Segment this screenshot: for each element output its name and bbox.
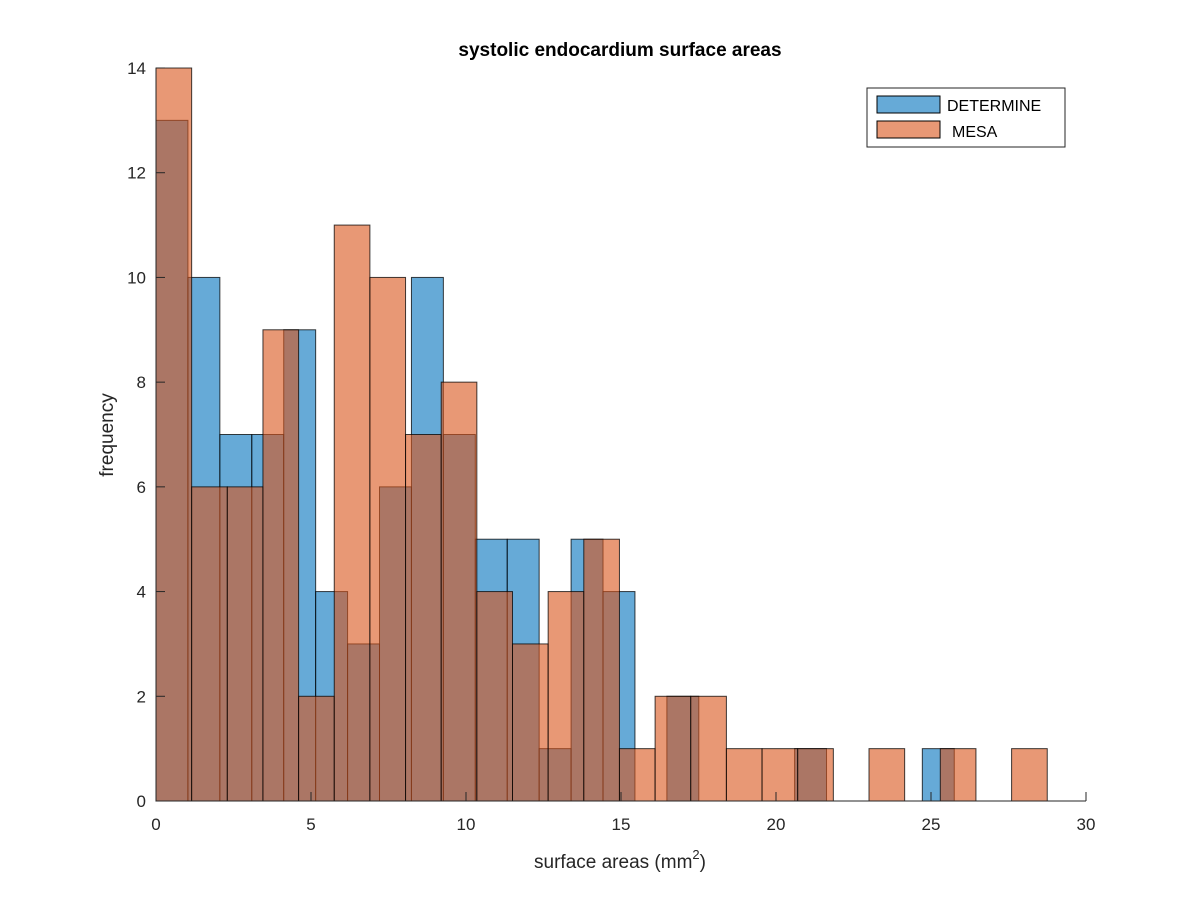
- y-tick-label-6: 12: [127, 164, 146, 183]
- x-axis-label-main: surface areas (mm: [534, 852, 692, 873]
- y-axis-label: frequency: [97, 393, 118, 477]
- y-tick-label-1: 2: [137, 687, 146, 706]
- bar-mesa-10: [512, 643, 549, 802]
- bar-mesa-4: [298, 695, 335, 802]
- bar-mesa-16: [725, 748, 763, 802]
- chart-title: systolic endocardium surface areas: [458, 40, 781, 61]
- x-tick-label-2: 10: [457, 815, 476, 834]
- bar-mesa-22: [939, 748, 977, 802]
- bars-layer: [155, 67, 1048, 802]
- bar-mesa-18: [797, 748, 834, 802]
- bar-mesa-17: [761, 748, 799, 802]
- x-tick-label-4: 20: [767, 815, 786, 834]
- bar-mesa-24: [1011, 748, 1048, 802]
- x-axis-label: surface areas (mm2): [534, 847, 706, 873]
- bar-mesa-5: [333, 224, 371, 802]
- bar-mesa-11: [547, 591, 585, 802]
- bar-mesa-8: [440, 381, 478, 802]
- x-tick-label-3: 15: [612, 815, 631, 834]
- bar-mesa-9: [476, 591, 514, 802]
- bar-mesa-2: [226, 486, 264, 802]
- legend-label-mesa: MESA: [952, 124, 998, 141]
- y-tick-label-4: 8: [137, 373, 146, 392]
- y-tick-label-5: 10: [127, 268, 146, 287]
- bar-mesa-14: [654, 695, 692, 802]
- y-tick-label-2: 4: [137, 583, 146, 602]
- bar-mesa-6: [369, 276, 407, 802]
- y-tick-label-3: 6: [137, 478, 146, 497]
- legend-swatch-mesa: [876, 120, 941, 139]
- x-tick-label-1: 5: [306, 815, 315, 834]
- legend-label-determine: DETERMINE: [947, 98, 1041, 115]
- legend-swatch-determine: [876, 95, 941, 114]
- x-axis-label-suffix: ): [700, 852, 706, 873]
- x-tick-label-5: 25: [922, 815, 941, 834]
- bar-mesa-0: [155, 67, 193, 802]
- bar-mesa-12: [583, 538, 620, 802]
- y-tick-label-7: 14: [127, 59, 146, 78]
- legend: DETERMINE MESA: [866, 87, 1066, 148]
- bar-mesa-15: [690, 695, 727, 802]
- x-tick-label-0: 0: [151, 815, 160, 834]
- bar-mesa-20: [868, 748, 906, 802]
- x-tick-label-6: 30: [1077, 815, 1096, 834]
- ticks-layer: 0 5 10 15 20 25 30 0 2 4 6 8 10 12 14: [127, 59, 1095, 834]
- bar-mesa-1: [191, 486, 228, 802]
- x-axis-label-superscript: 2: [692, 847, 699, 862]
- bar-mesa-3: [262, 329, 300, 802]
- bar-mesa-13: [618, 748, 656, 802]
- bar-mesa-7: [405, 434, 442, 802]
- y-tick-label-0: 0: [137, 792, 146, 811]
